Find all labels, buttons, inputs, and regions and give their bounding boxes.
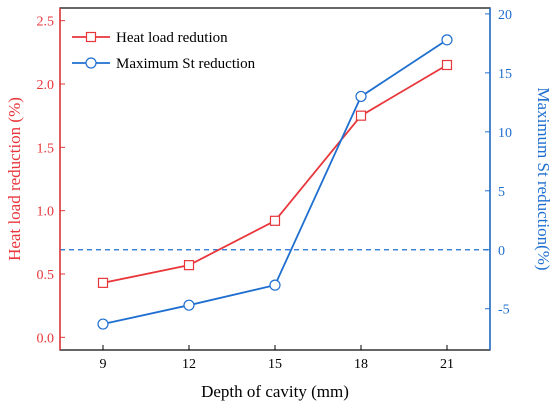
data-point-heat-load [269,215,281,226]
legend-marker-square [85,31,97,43]
right-y-tick-label: 10 [498,126,512,141]
left-y-tick-label: 2.0 [37,78,55,93]
legend: Heat load redution Maximum St reduction [72,30,256,72]
data-point-max-st [183,299,195,311]
right-y-tick-label: -5 [498,303,510,318]
x-tick-label: 15 [268,357,282,372]
data-point-heat-load [183,260,195,271]
left-y-axis-title: Heat load reduction (%) [5,97,24,261]
right-y-tick-label: 0 [498,244,505,259]
x-tick-label: 12 [182,357,196,372]
x-axis-title: Depth of cavity (mm) [201,382,349,401]
left-y-tick-label: 0.0 [37,331,55,346]
right-y-axis-title: Maximum St reduction(%) [534,87,550,270]
data-point-max-st [355,90,367,103]
legend-marker-circle [85,57,97,69]
right-y-tick-label: 15 [498,67,512,82]
data-point-max-st [269,279,281,291]
x-tick-label: 9 [100,357,107,372]
data-point-heat-load [441,59,453,71]
x-tick-label: 21 [440,357,454,372]
legend-label-heat-load: Heat load redution [116,30,228,46]
left-y-tick-label: 0.5 [37,268,55,283]
left-y-tick-label: 1.5 [37,141,55,156]
legend-label-max-st: Maximum St reduction [116,56,256,72]
data-point-max-st [441,34,453,46]
x-tick-label: 18 [354,357,368,372]
left-y-tick-label: 2.5 [37,15,55,30]
data-point-heat-load [355,110,367,121]
left-y-tick-label: 1.0 [37,205,55,220]
right-y-tick-label: 20 [498,8,512,23]
data-point-heat-load [97,277,109,288]
right-y-tick-label: 5 [498,185,505,200]
data-point-max-st [97,318,109,330]
